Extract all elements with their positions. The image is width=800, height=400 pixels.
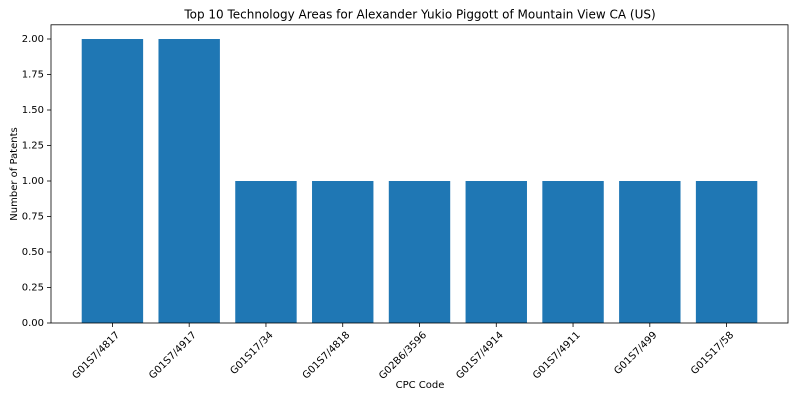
bar <box>158 39 219 323</box>
x-tick-label: G01S7/4817 <box>70 330 122 382</box>
bar <box>235 181 296 323</box>
bar <box>389 181 450 323</box>
y-tick-label: 0.75 <box>22 212 44 223</box>
y-tick-label: 1.50 <box>22 105 44 116</box>
x-tick-label: G01S7/4911 <box>531 330 583 382</box>
y-tick-label: 1.00 <box>22 176 44 187</box>
x-tick-label: G01S7/4917 <box>147 330 199 382</box>
y-tick-label: 0.25 <box>22 283 44 294</box>
x-tick-label: G01S17/58 <box>689 330 736 377</box>
chart-title: Top 10 Technology Areas for Alexander Yu… <box>183 8 655 22</box>
y-tick-label: 1.75 <box>22 70 44 81</box>
x-tick-label: G01S7/4818 <box>301 330 353 382</box>
y-tick-label: 0.00 <box>22 318 44 329</box>
y-tick-label: 2.00 <box>22 34 44 45</box>
y-tick-label: 0.50 <box>22 247 44 258</box>
x-tick-label: G01S17/34 <box>228 330 275 377</box>
chart: Top 10 Technology Areas for Alexander Yu… <box>0 0 800 400</box>
x-tick-label: G01S7/4914 <box>454 330 506 382</box>
x-axis-label: CPC Code <box>396 380 445 391</box>
x-tick-label: G01S7/499 <box>612 330 659 377</box>
bar <box>466 181 527 323</box>
y-axis-label: Number of Patents <box>9 127 20 220</box>
bar <box>542 181 603 323</box>
y-tick-label: 1.25 <box>22 141 44 152</box>
bar <box>619 181 680 323</box>
bar <box>312 181 373 323</box>
bar <box>82 39 143 323</box>
bar <box>696 181 757 323</box>
x-tick-label: G02B6/3596 <box>377 330 429 382</box>
